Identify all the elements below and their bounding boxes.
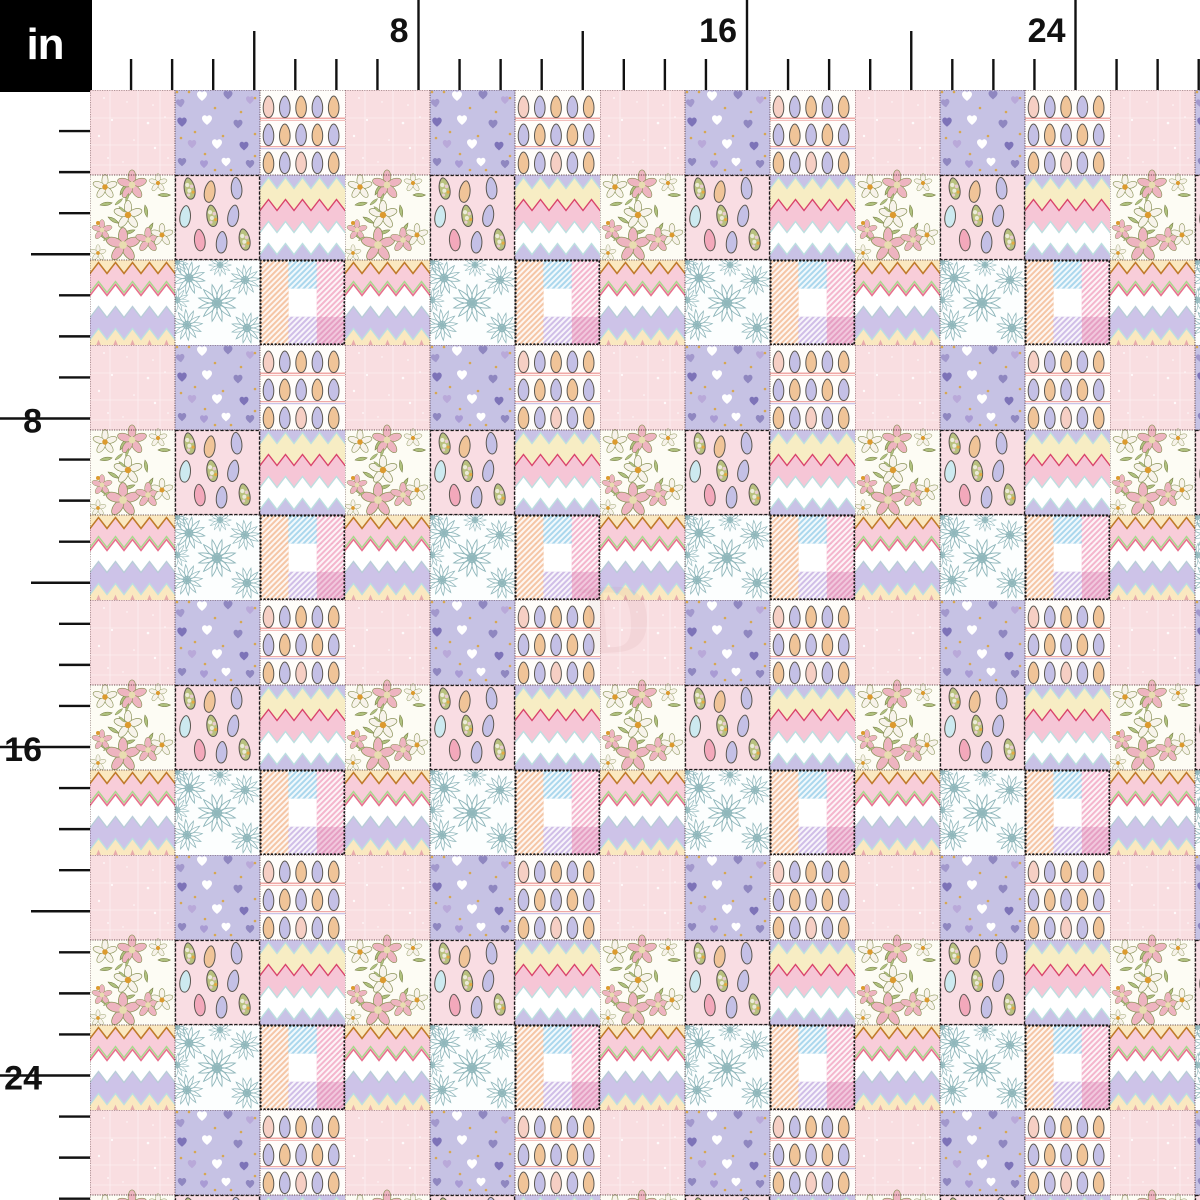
svg-text:8: 8 [23,403,42,441]
svg-text:16: 16 [4,731,42,769]
svg-text:24: 24 [1028,12,1066,50]
svg-text:16: 16 [699,12,737,50]
svg-text:24: 24 [4,1060,42,1098]
svg-text:8: 8 [390,12,409,50]
